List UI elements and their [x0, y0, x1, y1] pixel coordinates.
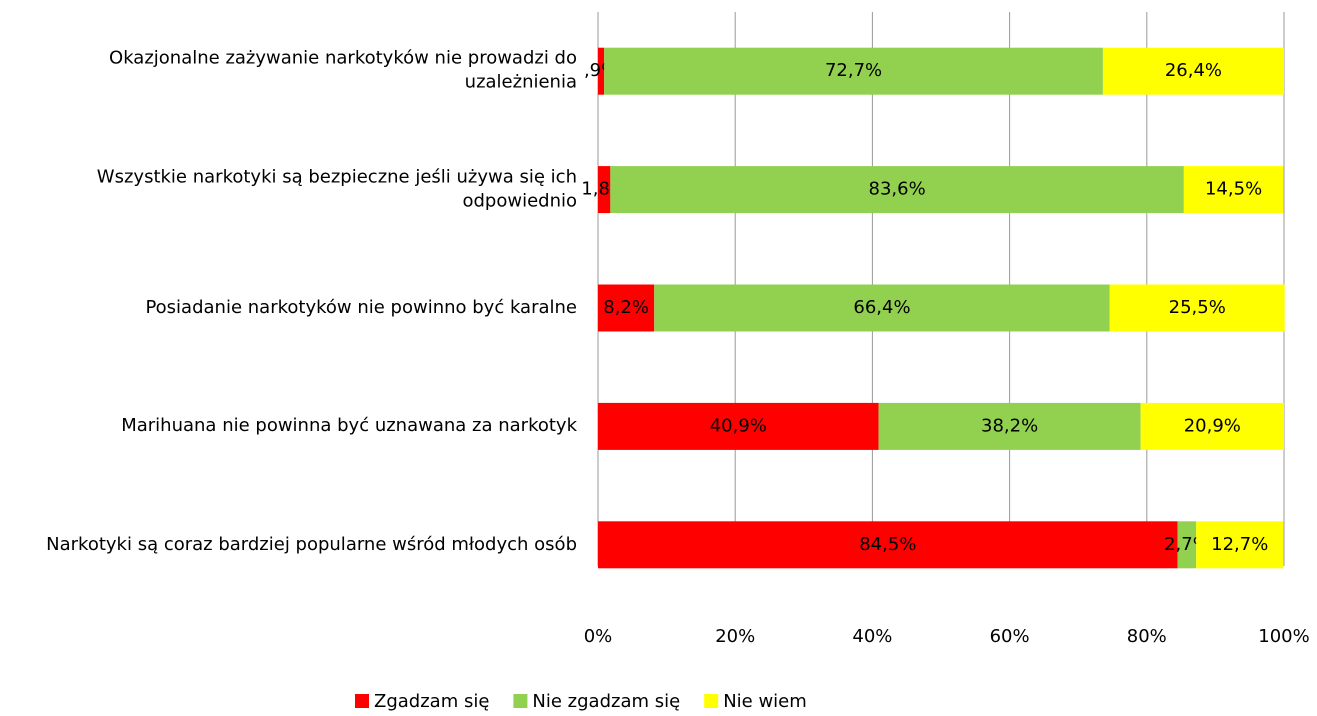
data-label: 14,5%: [1205, 179, 1262, 200]
bar-segment: [610, 166, 1184, 214]
bar-segment: [654, 284, 1110, 332]
data-label: 26,4%: [1165, 60, 1222, 81]
data-label: 20,9%: [1184, 415, 1241, 436]
bar-segment: [604, 47, 1103, 95]
category-label: Wszystkie narkotyki są bezpieczne jeśli …: [96, 166, 577, 212]
data-label: 40,9%: [710, 415, 767, 436]
x-tick-label: 20%: [715, 626, 755, 647]
data-label: 83,6%: [869, 179, 926, 200]
data-label: 8,2%: [603, 297, 649, 318]
x-tick-label: 60%: [990, 626, 1030, 647]
legend-label: Zgadzam się: [374, 691, 489, 712]
bar-segment: [1196, 521, 1284, 569]
bar-segment: [598, 521, 1178, 569]
legend-swatch: [704, 694, 719, 708]
data-label: 25,5%: [1169, 297, 1226, 318]
category-label: Marihuana nie powinna być uznawana za na…: [121, 415, 577, 437]
category-label: Okazjonalne zażywanie narkotyków nie pro…: [109, 47, 577, 94]
data-label: 12,7%: [1211, 534, 1268, 555]
bar-segment: [598, 402, 879, 450]
data-label: 38,2%: [981, 415, 1038, 436]
legend-swatch: [513, 694, 528, 708]
data-label: 72,7%: [825, 60, 882, 81]
bar-segment: [598, 166, 611, 214]
bar-segment: [1109, 284, 1285, 332]
bar-segment: [878, 402, 1141, 450]
x-tick-label: 100%: [1258, 626, 1309, 647]
x-tick-label: 40%: [852, 626, 892, 647]
legend-swatch: [355, 694, 369, 708]
legend-label: Nie wiem: [723, 691, 807, 712]
bar-segment: [1102, 47, 1284, 95]
bar-segment: [1177, 521, 1197, 569]
bar-segment: [1183, 166, 1284, 214]
x-tick-label: 80%: [1127, 626, 1167, 647]
category-label: Narkotyki są coraz bardziej popularne wś…: [46, 533, 577, 555]
category-label: Posiadanie narkotyków nie powinno być ka…: [145, 296, 577, 318]
x-tick-label: 0%: [584, 626, 613, 647]
data-label: 66,4%: [853, 297, 910, 318]
data-label: 84,5%: [859, 534, 916, 555]
bar-segment: [1140, 402, 1284, 450]
legend-label: Nie zgadzam się: [532, 691, 680, 712]
bar-segment: [598, 284, 655, 332]
bar-segment: [598, 47, 605, 95]
